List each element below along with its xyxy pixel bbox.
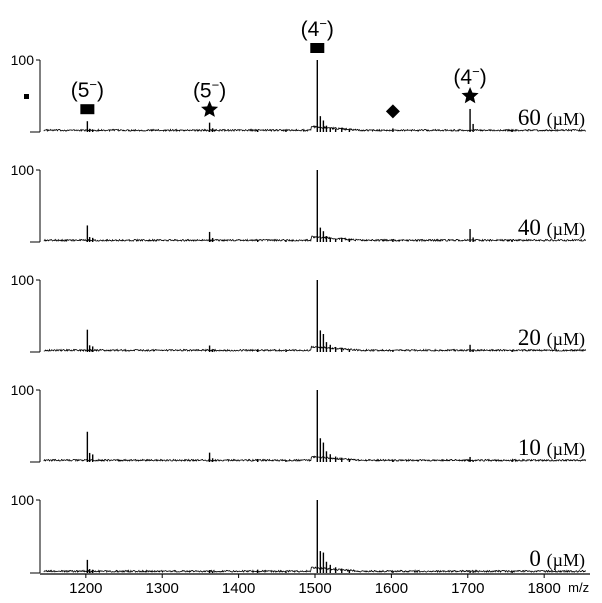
- charge-state-label: (4−): [453, 64, 486, 89]
- y-tick-label: 100: [11, 272, 35, 288]
- x-tick-label: 1700: [451, 580, 484, 597]
- concentration-label: 0 (µM): [529, 546, 585, 571]
- spectrum-panel: 100 20 (µM): [11, 272, 587, 353]
- spectrum-baseline: [43, 125, 586, 133]
- concentration-label: 20 (µM): [518, 325, 585, 350]
- spectrum-panel: 100 10 (µM): [11, 382, 587, 463]
- spectrum-panel: 100 60 (µM): [11, 52, 586, 133]
- x-tick-label: 1800: [527, 580, 560, 597]
- x-tick-label: 1200: [69, 580, 102, 597]
- panel-marker: [24, 94, 29, 99]
- star-marker: [461, 86, 479, 104]
- concentration-label: 40 (µM): [518, 215, 585, 240]
- y-tick-label: 100: [11, 52, 35, 68]
- rectangle-marker: [310, 43, 325, 53]
- spectrum-baseline: [43, 345, 587, 353]
- peak-annotation: (4−): [453, 64, 487, 104]
- concentration-label: 10 (µM): [518, 435, 585, 460]
- spectrum-panel: 100 40 (µM): [11, 162, 587, 243]
- x-axis-unit-label: m/z: [568, 580, 589, 595]
- spectrum-panels: 100 60 (µM) 100 40 (µM) 100 20 (µM) 100 10 (µM)…: [11, 52, 587, 574]
- peak-annotations: (5−) (5−) (4−) (4−): [24, 16, 487, 119]
- charge-state-label: (4−): [301, 16, 334, 41]
- peak-annotation: (5−): [71, 77, 104, 115]
- spectrum-baseline: [43, 455, 587, 463]
- x-tick-label: 1300: [146, 580, 179, 597]
- x-tick-label: 1500: [298, 580, 331, 597]
- diamond-marker: [385, 104, 400, 119]
- charge-state-label: (5−): [71, 77, 104, 102]
- charge-state-label: (5−): [193, 78, 226, 103]
- y-tick-label: 100: [11, 162, 35, 178]
- x-axis: 1200 1300 1400 1500 1600 1700 1800 m/z: [40, 573, 590, 597]
- peak-annotation: (5−): [193, 78, 226, 117]
- x-tick-label: 1400: [222, 580, 255, 597]
- spectrum-baseline: [43, 235, 587, 243]
- peak-annotation: (4−): [301, 16, 334, 53]
- x-tick-label: 1600: [375, 580, 408, 597]
- concentration-label: 60 (µM): [518, 105, 585, 130]
- y-tick-label: 100: [11, 382, 35, 398]
- rectangle-marker: [80, 104, 95, 115]
- y-tick-label: 100: [11, 492, 35, 508]
- spectrum-panel: 100 0 (µM): [11, 492, 587, 574]
- peak-annotation: [385, 104, 400, 119]
- spectrum-baseline: [43, 566, 587, 574]
- star-marker: [201, 100, 219, 117]
